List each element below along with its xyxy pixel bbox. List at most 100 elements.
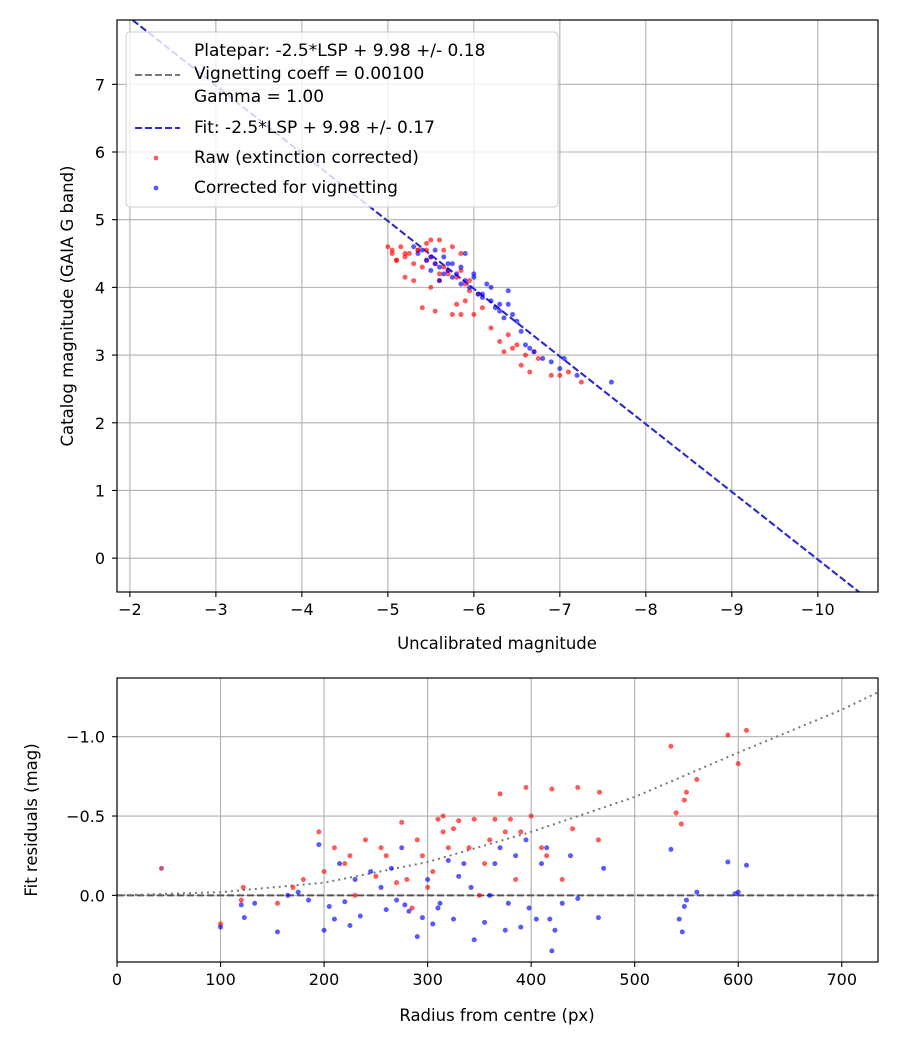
top-raw-extinction-corrected-point: [467, 278, 473, 284]
top-corrected-for-vignetting-point: [510, 311, 516, 317]
top-x-axis-label: Uncalibrated magnitude: [397, 634, 597, 653]
bottom-corrected-for-vignetting-point: [549, 948, 555, 954]
top-x-tick-label: −8: [634, 600, 658, 619]
top-raw-extinction-corrected-point: [406, 251, 412, 257]
bottom-corrected-for-vignetting-point: [668, 846, 674, 852]
top-raw-extinction-corrected-point: [527, 369, 533, 375]
bottom-raw-extinction-corrected-point: [559, 876, 565, 882]
top-x-tick-label: −5: [376, 600, 400, 619]
top-corrected-for-vignetting-point: [471, 271, 477, 277]
bottom-raw-extinction-corrected-point: [497, 791, 503, 797]
bottom-corrected-for-vignetting-point: [337, 861, 343, 867]
bottom-corrected-for-vignetting-point: [471, 937, 477, 943]
top-x-tick-label: −4: [290, 600, 314, 619]
top-corrected-for-vignetting-point: [436, 278, 442, 284]
top-corrected-for-vignetting-point: [449, 274, 455, 280]
top-ticks: −2 −3 −4 −5 −6 −7 −8 −9 −10 0 1 2 3 4 5 6 7: [95, 75, 835, 619]
bottom-raw-extinction-corrected-point: [347, 853, 353, 859]
bottom-raw-extinction-corrected-point: [596, 789, 602, 795]
top-x-tick-label: −2: [118, 600, 142, 619]
top-corrected-for-vignetting-point: [475, 291, 481, 297]
top-raw-extinction-corrected-point: [565, 369, 571, 375]
bottom-raw-extinction-corrected-point: [544, 853, 550, 859]
top-x-tick-label: −10: [801, 600, 835, 619]
top-corrected-for-vignetting-point: [411, 244, 417, 250]
bottom-corrected-for-vignetting-point: [388, 865, 394, 871]
bottom-corrected-for-vignetting-point: [394, 897, 400, 903]
bottom-raw-extinction-corrected-point: [513, 876, 519, 882]
bottom-x-axis-label: Radius from centre (px): [399, 1006, 594, 1025]
bottom-raw-extinction-corrected-point: [399, 819, 405, 825]
top-corrected-for-vignetting-point: [492, 305, 498, 311]
bottom-raw-extinction-corrected-point: [362, 837, 368, 843]
top-corrected-for-vignetting-point: [428, 254, 434, 260]
top-corrected-for-vignetting-point: [462, 251, 468, 257]
bottom-corrected-for-vignetting-point: [419, 915, 425, 921]
top-corrected-for-vignetting-point: [428, 267, 434, 273]
bottom-raw-extinction-corrected-point: [321, 869, 327, 875]
bottom-corrected-for-vignetting-point: [539, 861, 545, 867]
bottom-corrected-for-vignetting-point: [456, 873, 462, 879]
bottom-raw-extinction-corrected-point: [681, 797, 687, 803]
bottom-x-tick-label: 600: [723, 970, 754, 989]
legend-corrected-marker: [153, 185, 159, 191]
top-corrected-for-vignetting-point: [497, 301, 503, 307]
bottom-scatter-points: [159, 727, 750, 954]
bottom-corrected-for-vignetting-point: [744, 862, 750, 868]
bottom-raw-extinction-corrected-point: [476, 892, 482, 898]
bottom-y-tick-label: −0.5: [66, 807, 105, 826]
bottom-corrected-for-vignetting-point: [725, 859, 731, 865]
bottom-corrected-for-vignetting-point: [735, 889, 741, 895]
top-raw-extinction-corrected-point: [501, 349, 507, 355]
bottom-corrected-for-vignetting-point: [595, 915, 601, 921]
bottom-raw-extinction-corrected-point: [383, 853, 389, 859]
bottom-corrected-for-vignetting-point: [430, 921, 436, 927]
top-raw-extinction-corrected-point: [428, 284, 434, 290]
top-raw-extinction-corrected-point: [522, 352, 528, 358]
top-corrected-for-vignetting-point: [441, 271, 447, 277]
top-y-tick-label: 7: [95, 75, 105, 94]
top-raw-extinction-corrected-point: [578, 379, 584, 385]
bottom-corrected-for-vignetting-point: [402, 902, 408, 908]
top-corrected-for-vignetting-point: [445, 261, 451, 267]
bottom-raw-extinction-corrected-point: [683, 789, 689, 795]
bottom-corrected-for-vignetting-point: [513, 853, 519, 859]
bottom-raw-extinction-corrected-point: [507, 816, 513, 822]
bottom-corrected-for-vignetting-point: [326, 903, 332, 909]
bottom-corrected-for-vignetting-point: [681, 903, 687, 909]
legend-platepar-label: Platepar: -2.5*LSP + 9.98 +/- 0.18: [194, 41, 485, 61]
bottom-corrected-for-vignetting-point: [502, 927, 508, 933]
top-raw-extinction-corrected-point: [389, 247, 395, 253]
top-corrected-for-vignetting-point: [445, 267, 451, 273]
bottom-corrected-for-vignetting-point: [676, 916, 682, 922]
top-x-tick-label: −6: [462, 600, 486, 619]
bottom-raw-extinction-corrected-point: [678, 821, 684, 827]
top-axes-frame: [116, 19, 879, 593]
bottom-corrected-for-vignetting-point: [547, 916, 553, 922]
bottom-raw-extinction-corrected-point: [430, 869, 436, 875]
bottom-corrected-for-vignetting-point: [414, 934, 420, 940]
bottom-corrected-for-vignetting-point: [482, 919, 488, 925]
top-corrected-for-vignetting-point: [419, 247, 425, 253]
bottom-corrected-for-vignetting-point: [241, 915, 247, 921]
bottom-raw-extinction-corrected-point: [404, 876, 410, 882]
bottom-y-tick-label: 0.0: [80, 886, 105, 905]
legend-box: [125, 31, 559, 208]
top-corrected-for-vignetting-point: [531, 349, 537, 355]
top-raw-extinction-corrected-point: [402, 251, 408, 257]
bottom-raw-extinction-corrected-point: [502, 829, 508, 835]
bottom-raw-extinction-corrected-point: [394, 880, 400, 886]
top-raw-extinction-corrected-point: [411, 278, 417, 284]
bottom-corrected-for-vignetting-point: [461, 861, 467, 867]
top-y-tick-label: 3: [95, 346, 105, 365]
bottom-raw-extinction-corrected-point: [300, 876, 306, 882]
bottom-corrected-for-vignetting-point: [352, 876, 358, 882]
bottom-raw-extinction-corrected-point: [378, 845, 384, 851]
top-raw-extinction-corrected-point: [458, 311, 464, 317]
bottom-raw-extinction-corrected-point: [274, 900, 280, 906]
bottom-corrected-for-vignetting-point: [559, 900, 565, 906]
bottom-raw-extinction-corrected-point: [290, 884, 296, 890]
bottom-raw-extinction-corrected-point: [435, 816, 441, 822]
bottom-raw-extinction-corrected-point: [725, 732, 731, 738]
top-raw-extinction-corrected-point: [385, 244, 391, 250]
